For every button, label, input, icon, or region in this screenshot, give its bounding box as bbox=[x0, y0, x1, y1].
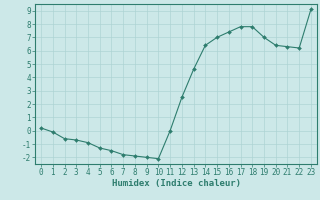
X-axis label: Humidex (Indice chaleur): Humidex (Indice chaleur) bbox=[111, 179, 241, 188]
